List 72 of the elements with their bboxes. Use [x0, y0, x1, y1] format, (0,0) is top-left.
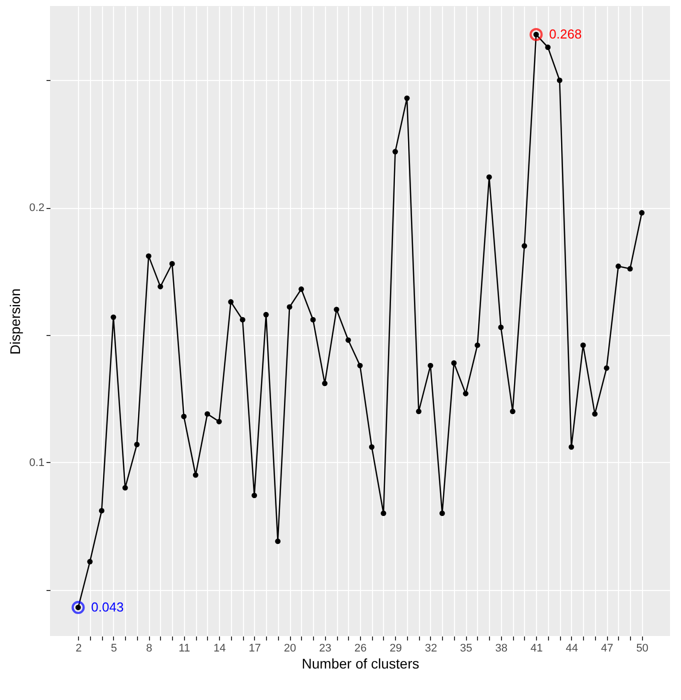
point	[192, 472, 198, 478]
x-tick-label: 29	[390, 642, 402, 654]
point	[181, 414, 187, 420]
point	[627, 266, 633, 272]
x-tick-label: 41	[530, 642, 543, 654]
point	[580, 342, 586, 348]
point	[310, 316, 316, 322]
data-label: 0.268	[549, 26, 582, 42]
point	[169, 260, 175, 266]
point	[404, 95, 410, 101]
y-tick-label: 0.1	[29, 456, 44, 469]
point	[72, 600, 85, 614]
point	[462, 390, 468, 396]
point	[228, 299, 234, 305]
point	[369, 444, 374, 450]
point	[158, 284, 164, 290]
point	[392, 148, 398, 154]
point	[510, 408, 516, 414]
point	[87, 558, 93, 564]
point	[380, 510, 386, 516]
point	[639, 210, 645, 216]
point	[98, 508, 104, 514]
x-tick-label: 44	[566, 642, 578, 654]
point	[545, 44, 551, 50]
x-tick-label: 17	[248, 642, 261, 654]
x-tick-label: 32	[424, 642, 438, 654]
point	[568, 444, 574, 450]
x-tick-label: 23	[319, 642, 332, 654]
point	[616, 264, 622, 269]
y-axis-title: Dispersion	[7, 288, 24, 355]
x-tick-label: 50	[636, 642, 648, 654]
x-tick-label: 38	[495, 642, 508, 654]
point	[428, 362, 434, 368]
point	[498, 324, 504, 330]
point	[439, 510, 445, 516]
point	[252, 492, 258, 498]
point	[474, 342, 480, 348]
point	[346, 337, 351, 343]
x-tick-label: 2	[76, 642, 82, 654]
data-label: 0.043	[91, 599, 124, 614]
x-tick-label: 47	[600, 642, 614, 654]
point	[357, 362, 363, 368]
y-tick-label: 0.2	[29, 202, 44, 214]
point	[263, 312, 269, 318]
x-tick-label: 35	[460, 642, 472, 654]
point	[486, 174, 492, 180]
point	[146, 253, 152, 259]
point	[275, 538, 281, 544]
x-axis-title: Number of clusters	[302, 656, 420, 672]
point	[122, 485, 128, 491]
x-tick-label: 20	[284, 642, 296, 654]
point	[216, 418, 222, 424]
point	[556, 78, 562, 84]
x-tick-label: 5	[110, 642, 117, 654]
point	[416, 408, 422, 414]
point	[334, 306, 340, 312]
x-tick-label: 26	[354, 642, 367, 654]
point	[134, 442, 140, 448]
point	[530, 28, 543, 42]
x-tick-label: 14	[213, 642, 226, 654]
point	[204, 411, 210, 417]
x-tick-label: 8	[146, 642, 152, 654]
point	[110, 314, 116, 320]
point	[240, 316, 246, 322]
point	[592, 411, 598, 417]
point	[286, 304, 292, 310]
point	[522, 243, 528, 249]
point	[451, 360, 457, 366]
point	[604, 365, 610, 371]
point	[322, 380, 328, 386]
point	[298, 286, 304, 292]
x-tick-label: 11	[178, 642, 190, 654]
